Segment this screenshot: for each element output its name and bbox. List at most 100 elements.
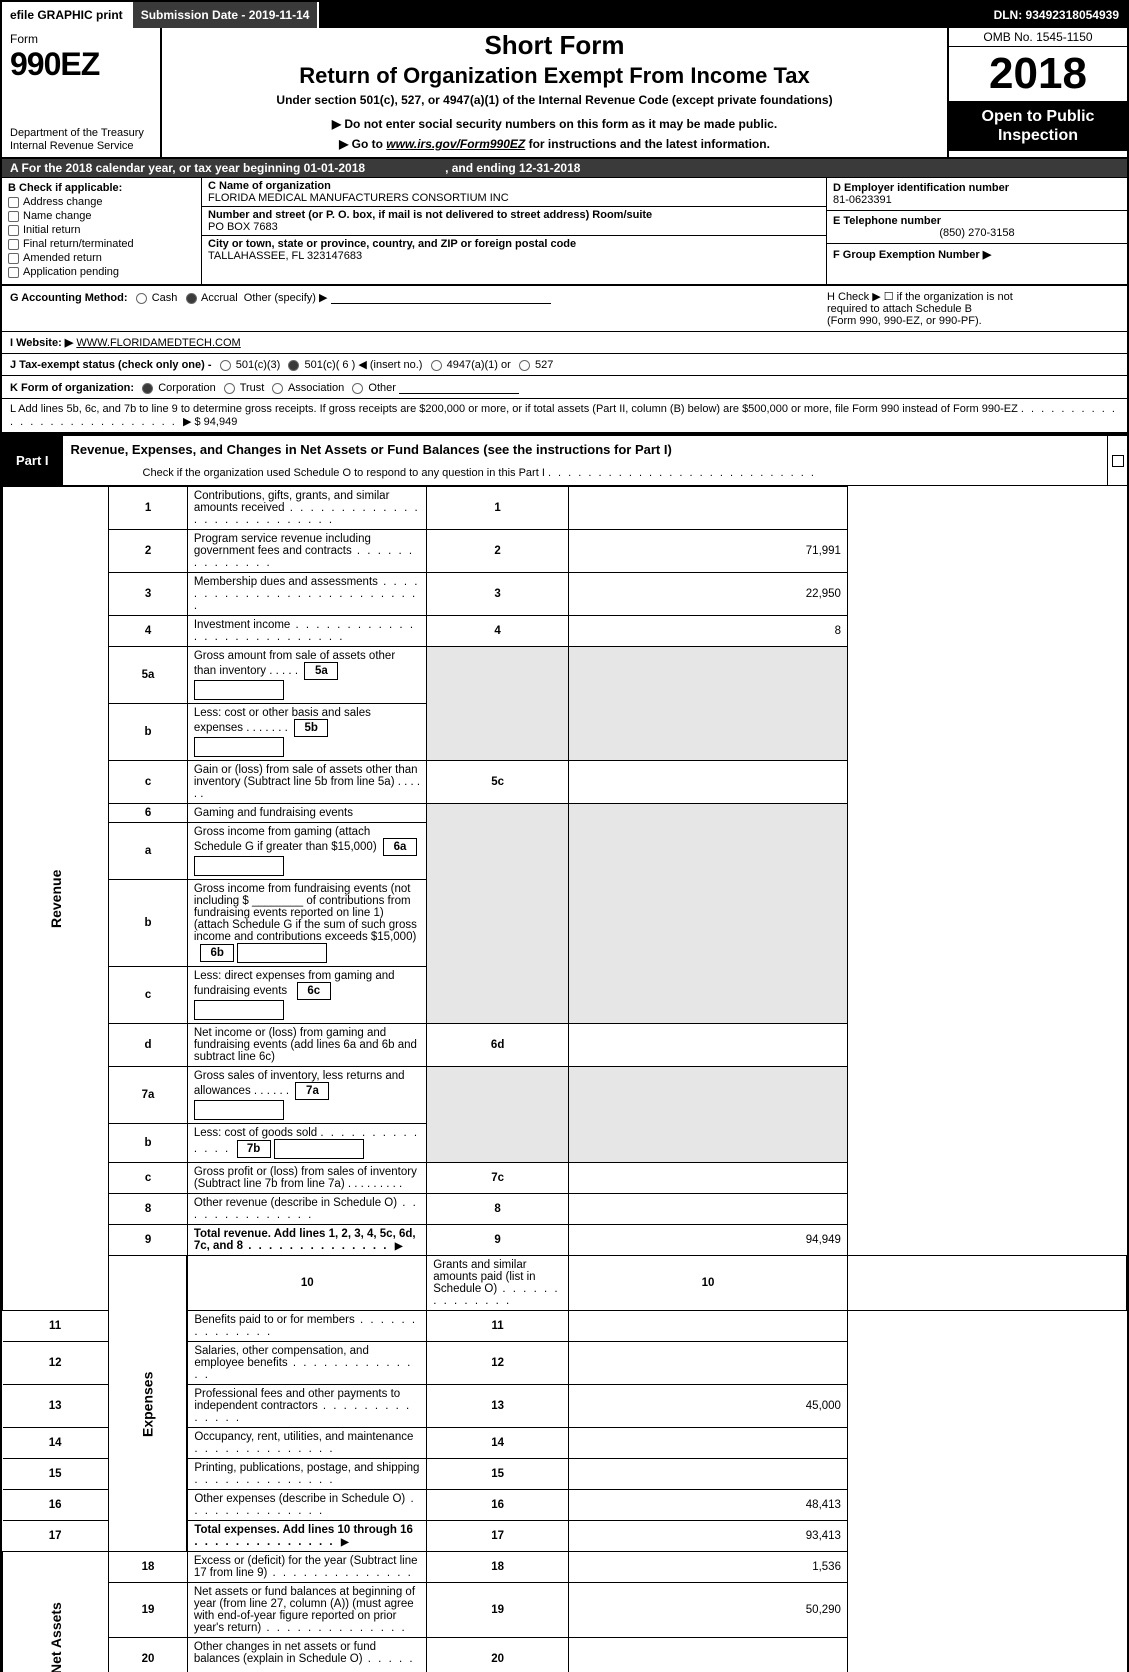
other-specify-input[interactable] — [331, 290, 551, 304]
line-text: Other changes in net assets or fund bala… — [194, 1641, 376, 1665]
radio-trust[interactable] — [224, 383, 235, 394]
cb-initial-return[interactable]: Initial return — [8, 224, 195, 236]
street-value: PO BOX 7683 — [208, 221, 278, 233]
ssn-notice: ▶ Do not enter social security numbers o… — [332, 117, 777, 131]
line-8: 8 Other revenue (describe in Schedule O)… — [3, 1194, 1127, 1225]
line-box: 2 — [427, 530, 569, 573]
line-val — [569, 1638, 848, 1672]
city-value: TALLAHASSEE, FL 323147683 — [208, 250, 362, 262]
line-num: 1 — [108, 487, 187, 530]
dots-icon — [194, 1536, 334, 1548]
radio-other-org[interactable] — [352, 383, 363, 394]
line-19: 19 Net assets or fund balances at beginn… — [3, 1583, 1127, 1638]
lines-table: Revenue 1 Contributions, gifts, grants, … — [2, 486, 1127, 1672]
row-l: L Add lines 5b, 6c, and 7b to line 9 to … — [2, 399, 1127, 432]
line-20: 20 Other changes in net assets or fund b… — [3, 1638, 1127, 1672]
line-box: 4 — [427, 616, 569, 647]
org-name: FLORIDA MEDICAL MANUFACTURERS CONSORTIUM… — [208, 192, 509, 204]
radio-association[interactable] — [272, 383, 283, 394]
line-text: Program service revenue including govern… — [194, 533, 414, 569]
cb-amended-return[interactable]: Amended return — [8, 252, 195, 264]
line-num: 4 — [108, 616, 187, 647]
radio-trust-label: Trust — [240, 382, 265, 394]
line-text: Less: cost of goods sold — [194, 1127, 317, 1139]
radio-501c[interactable] — [288, 360, 299, 371]
cb-final-return-label: Final return/terminated — [23, 238, 134, 250]
radio-501c3[interactable] — [220, 360, 231, 371]
inner-box-6b: 6b — [200, 944, 234, 962]
line-num: 7a — [108, 1067, 187, 1124]
ein-value: 81-0623391 — [833, 194, 892, 206]
line-val — [569, 1024, 848, 1067]
row-j: J Tax-exempt status (check only one) - 5… — [2, 354, 1127, 376]
line-box: 13 — [427, 1385, 569, 1428]
cb-application-pending[interactable]: Application pending — [8, 266, 195, 278]
inner-box-5b: 5b — [294, 719, 328, 737]
accounting-label: G Accounting Method: — [10, 292, 128, 304]
cb-final-return[interactable]: Final return/terminated — [8, 238, 195, 250]
line-box: 11 — [427, 1311, 569, 1342]
line-text: Occupancy, rent, utilities, and maintena… — [194, 1431, 413, 1455]
efile-print[interactable]: efile GRAPHIC print — [2, 2, 133, 28]
line-num: 3 — [108, 573, 187, 616]
line-text: Other expenses (describe in Schedule O) — [194, 1493, 405, 1505]
line-text: Gross profit or (loss) from sales of inv… — [194, 1166, 417, 1190]
inner-box-7a: 7a — [295, 1082, 329, 1100]
period-begin: A For the 2018 calendar year, or tax yea… — [10, 161, 365, 175]
inner-val-6b[interactable] — [237, 943, 327, 963]
inner-val-5a[interactable] — [194, 680, 284, 700]
inner-val-6c[interactable] — [194, 1000, 284, 1020]
other-org-input[interactable] — [399, 380, 519, 394]
line-text: Printing, publications, postage, and shi… — [194, 1462, 419, 1474]
box-b-label: B Check if applicable: — [8, 182, 195, 194]
line-text: Other revenue (describe in Schedule O) — [194, 1197, 397, 1209]
line-val: 45,000 — [569, 1385, 848, 1428]
line-val: 94,949 — [569, 1225, 848, 1256]
line-text: Investment income — [194, 619, 415, 643]
line-text: Total expenses. Add lines 10 through 16 — [194, 1524, 413, 1536]
line-num: 19 — [108, 1583, 187, 1638]
line-val: 71,991 — [569, 530, 848, 573]
radio-accrual[interactable] — [186, 293, 197, 304]
radio-4947[interactable] — [431, 360, 442, 371]
line-box: 14 — [427, 1428, 569, 1459]
ein-label: D Employer identification number — [833, 182, 1009, 194]
line-text: Less: direct expenses from gaming and fu… — [194, 970, 395, 997]
radio-other-org-label: Other — [368, 382, 396, 394]
row-l-text: L Add lines 5b, 6c, and 7b to line 9 to … — [10, 403, 1018, 415]
line-num: 18 — [108, 1552, 187, 1583]
line-num: b — [108, 704, 187, 761]
line-box: 19 — [427, 1583, 569, 1638]
radio-corporation[interactable] — [142, 383, 153, 394]
line-text: Gain or (loss) from sale of assets other… — [194, 764, 418, 788]
cb-name-change[interactable]: Name change — [8, 210, 195, 222]
website-value[interactable]: WWW.FLORIDAMEDTECH.COM — [76, 337, 240, 349]
radio-cash[interactable] — [136, 293, 147, 304]
inner-val-7a[interactable] — [194, 1100, 284, 1120]
period-end: , and ending 12-31-2018 — [445, 161, 580, 175]
form-title-long: Return of Organization Exempt From Incom… — [299, 63, 810, 89]
form-word: Form — [10, 32, 152, 46]
line-6: 6 Gaming and fundraising events — [3, 804, 1127, 823]
inner-val-5b[interactable] — [194, 737, 284, 757]
line-7c: c Gross profit or (loss) from sales of i… — [3, 1163, 1127, 1194]
line-3: 3 Membership dues and assessments 3 22,9… — [3, 573, 1127, 616]
dots-icon — [261, 1622, 406, 1634]
cb-initial-return-label: Initial return — [23, 224, 80, 236]
line-text: Less: cost or other basis and sales expe… — [194, 707, 371, 734]
line-num: b — [108, 1124, 187, 1163]
cb-name-change-label: Name change — [23, 210, 92, 222]
line-num: d — [108, 1024, 187, 1067]
form-number: 990EZ — [10, 46, 152, 83]
inner-val-7b[interactable] — [274, 1139, 364, 1159]
cb-application-pending-label: Application pending — [23, 266, 119, 278]
form-title-short: Short Form — [484, 30, 624, 61]
line-9: 9 Total revenue. Add lines 1, 2, 3, 4, 5… — [3, 1225, 1127, 1256]
radio-501c3-label: 501(c)(3) — [236, 359, 281, 371]
cb-address-change[interactable]: Address change — [8, 196, 195, 208]
city-label: City or town, state or province, country… — [208, 238, 576, 250]
radio-527[interactable] — [519, 360, 530, 371]
part-i-checkbox[interactable] — [1112, 455, 1124, 467]
irs-link[interactable]: www.irs.gov/Form990EZ — [386, 137, 525, 151]
inner-val-6a[interactable] — [194, 856, 284, 876]
